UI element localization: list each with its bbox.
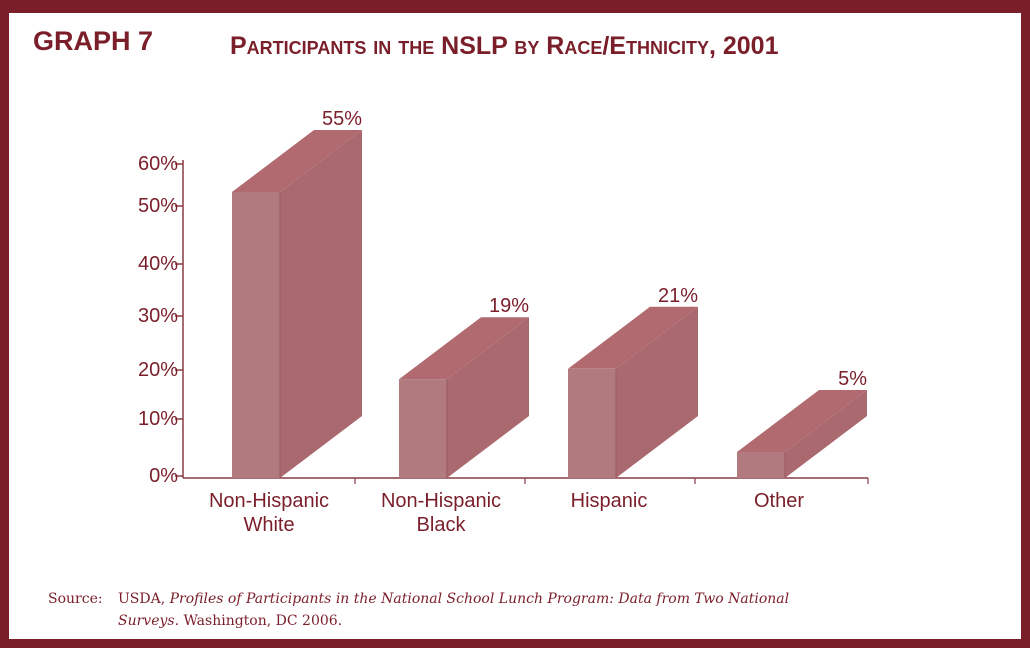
x-category-label: White xyxy=(243,514,294,536)
data-label: 21% xyxy=(658,285,698,307)
data-label: 55% xyxy=(322,108,362,130)
source-publisher: Washington, DC 2006. xyxy=(183,613,343,629)
bar-side-face xyxy=(785,390,867,478)
y-tick-label: 50% xyxy=(138,195,178,217)
source-org: USDA, xyxy=(118,591,166,607)
y-tick-label: 10% xyxy=(138,408,178,430)
bar-top-face xyxy=(399,317,529,380)
x-category-label: Black xyxy=(417,514,467,536)
source-note: Source: USDA, Profiles of Participants in… xyxy=(48,588,988,632)
graph-number-label: GRAPH 7 xyxy=(33,26,154,56)
bar-side-face xyxy=(280,130,362,478)
y-tick-label: 0% xyxy=(149,465,178,487)
y-tick-label: 30% xyxy=(138,305,178,327)
x-category-label: Non-Hispanic xyxy=(381,490,501,512)
bar-top-face xyxy=(737,390,867,452)
bar xyxy=(232,192,280,478)
chart-title: Participants in the NSLP by Race/Ethnici… xyxy=(230,32,779,60)
bar xyxy=(568,368,616,478)
source-title-part-1: Profiles of Participants in the National… xyxy=(169,591,790,607)
source-title-part-2: Surveys. xyxy=(118,613,180,629)
y-tick-label: 40% xyxy=(138,253,178,275)
source-prefix: Source: xyxy=(48,591,103,607)
source-line-1: Source: USDA, Profiles of Participants in… xyxy=(48,588,988,610)
bar xyxy=(399,379,447,478)
bar xyxy=(737,452,785,478)
data-label: 19% xyxy=(489,295,529,317)
bar-side-face xyxy=(447,317,529,478)
bar-top-face xyxy=(568,306,698,369)
y-tick-label: 60% xyxy=(138,153,178,175)
source-line-2: Surveys. Washington, DC 2006. xyxy=(48,610,988,632)
x-category-label: Other xyxy=(754,490,804,512)
data-label: 5% xyxy=(838,368,867,390)
y-tick-label: 20% xyxy=(138,359,178,381)
bar-side-face xyxy=(616,306,698,478)
x-category-label: Hispanic xyxy=(571,490,648,512)
x-category-label: Non-Hispanic xyxy=(209,490,329,512)
bar-top-face xyxy=(232,130,362,192)
